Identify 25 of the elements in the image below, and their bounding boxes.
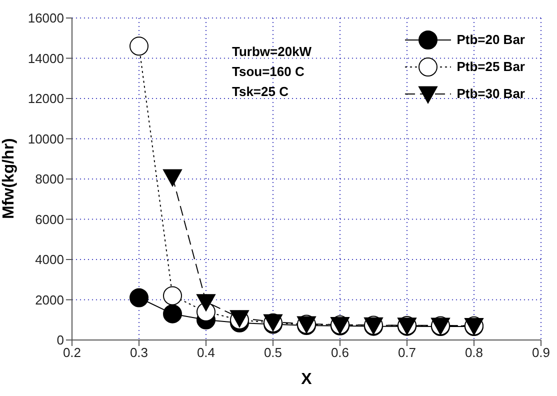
x-axis-title: X [301, 371, 312, 388]
y-tick-label: 8000 [35, 172, 64, 187]
y-tick-label: 12000 [28, 91, 64, 106]
x-tick-label: 0.5 [264, 345, 282, 360]
x-tick-label: 0.3 [130, 345, 148, 360]
annotation: Turbw=20kW [232, 43, 312, 61]
y-tick-label: 6000 [35, 212, 64, 227]
legend-label: Ptb=25 Bar [456, 59, 525, 74]
x-tick-label: 0.2 [62, 345, 82, 360]
x-tick-label: 0.4 [196, 345, 216, 360]
y-axis-title: Mfw(kg/hr) [0, 138, 18, 219]
x-tick-label: 0.6 [330, 345, 350, 360]
y-tick-label: 10000 [28, 131, 64, 146]
legend-label: Ptb=20 Bar [456, 32, 525, 47]
y-tick-label: 0 [56, 332, 64, 348]
y-tick-label: 2000 [35, 292, 64, 308]
annotation: Tsk=25 C [232, 83, 290, 101]
annotation: Tsou=160 C [232, 63, 306, 81]
y-tick-label: 16000 [28, 10, 64, 26]
y-tick-label: 14000 [28, 50, 64, 66]
x-tick-label: 0.7 [398, 345, 416, 360]
y-tick-label: 4000 [35, 252, 64, 268]
x-tick-label: 0.8 [464, 345, 484, 360]
x-tick-label: 0.9 [532, 345, 550, 360]
legend-label: Ptb=30 Bar [456, 86, 525, 101]
